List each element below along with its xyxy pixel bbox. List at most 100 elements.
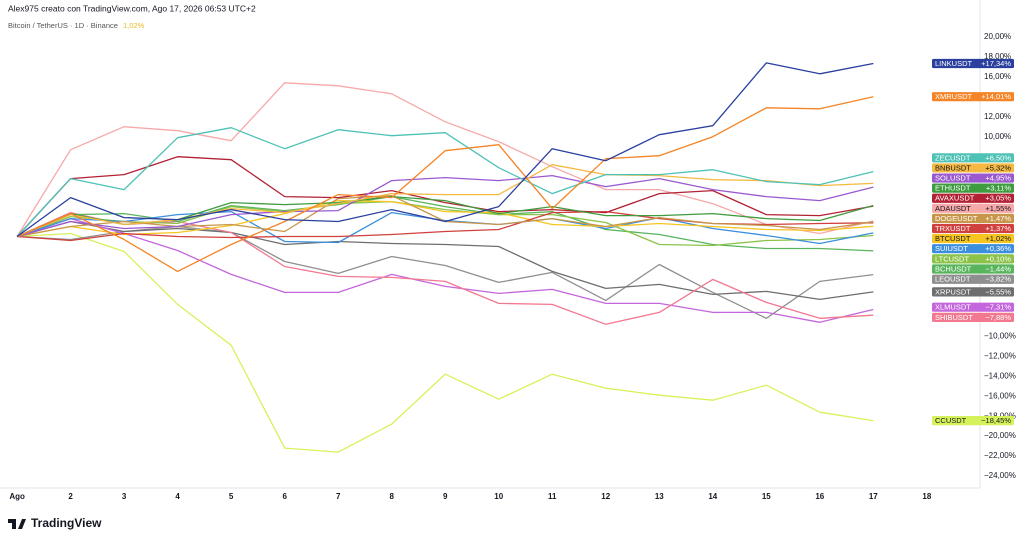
badge-bg — [932, 203, 1014, 213]
badge-name: BTCUSDT — [935, 234, 971, 243]
y-tick-label: 18,00% — [984, 52, 1011, 61]
series-line — [16, 200, 874, 247]
badge-bg — [932, 274, 1014, 284]
y-tick-label: −24,00% — [984, 471, 1016, 480]
price-badge: BNBUSDT +5,32% — [932, 163, 1014, 173]
badge-value: −3,82% — [985, 275, 1011, 284]
price-badge: XLMUSDT −7,31% — [932, 302, 1014, 312]
badge-bg — [932, 213, 1014, 223]
y-tick-label: −14,00% — [984, 371, 1016, 380]
series-line — [17, 232, 874, 453]
brand: TradingView — [31, 516, 102, 530]
badge-name: XMRUSDT — [935, 92, 973, 101]
badge-value: +1,47% — [985, 214, 1011, 223]
y-tick-label: −18,00% — [984, 411, 1016, 420]
series-line — [17, 225, 874, 319]
x-tick-label: 13 — [655, 492, 664, 501]
badge-value: +0,36% — [985, 244, 1011, 253]
badge-bg — [932, 312, 1014, 323]
badge-bg — [932, 92, 1014, 102]
x-tick-label: 2 — [68, 492, 73, 501]
badge-value: +1,02% — [985, 234, 1011, 243]
badge-bg — [932, 264, 1014, 274]
badge-value: −1,44% — [985, 265, 1011, 274]
series-line — [16, 174, 874, 238]
price-badge: TRXUSDT +1,37% — [932, 223, 1014, 234]
price-badge: XRPUSDT −5,55% — [932, 287, 1014, 297]
series-line — [16, 210, 874, 245]
badge-value: +17,34% — [981, 59, 1011, 68]
badge-name: LEOUSDT — [935, 275, 971, 284]
x-tick-label: 10 — [494, 492, 503, 501]
badge-value: −18,45% — [981, 416, 1011, 425]
x-tick-label: 16 — [815, 492, 824, 501]
x-tick-label: 18 — [922, 492, 931, 501]
price-badge: LTCUSDT +0,10% — [932, 254, 1014, 264]
price-badge: DOGEUSDT +1,47% — [932, 213, 1014, 223]
badge-name: BCHUSDT — [935, 265, 972, 274]
badge-name: XRPUSDT — [935, 287, 971, 296]
y-tick-label: 12,00% — [984, 112, 1011, 121]
price-badge: CCUSDT −18,45% — [932, 416, 1014, 426]
badge-bg — [932, 58, 1014, 69]
badge-name: TRXUSDT — [935, 224, 971, 233]
badge-value: −7,88% — [985, 313, 1011, 322]
badge-bg — [932, 223, 1014, 234]
price-badge: SOLUSDT +4,95% — [932, 173, 1014, 183]
badge-bg — [932, 233, 1014, 244]
badge-bg — [932, 244, 1014, 254]
price-badge: SHIBUSDT −7,88% — [932, 312, 1014, 323]
badge-value: −5,55% — [985, 287, 1011, 296]
x-tick-label: 11 — [548, 492, 557, 501]
credit: Alex975 creato con TradingView.com, Ago … — [8, 3, 256, 13]
badge-name: SUIUSDT — [935, 244, 968, 253]
badge-name: ADAUSDT — [935, 204, 971, 213]
y-tick-label: −22,00% — [984, 451, 1016, 460]
badge-bg — [932, 254, 1014, 264]
x-tick-label: 5 — [229, 492, 234, 501]
badge-value: +6,50% — [985, 153, 1011, 162]
badge-name: SHIBUSDT — [935, 313, 973, 322]
badge-name: XLMUSDT — [935, 303, 971, 312]
series-line — [16, 127, 874, 237]
x-tick-label: 7 — [336, 492, 341, 501]
x-tick-label: Ago — [9, 492, 25, 501]
price-badge: ADAUSDT +1,55% — [932, 203, 1014, 213]
series-line — [16, 82, 874, 237]
badge-bg — [932, 416, 1014, 426]
badge-name: SOLUSDT — [935, 174, 971, 183]
badge-bg — [932, 173, 1014, 183]
y-tick-label: −16,00% — [984, 391, 1016, 400]
badge-name: ZECUSDT — [935, 153, 971, 162]
badge-bg — [932, 183, 1014, 193]
badge-value: +4,95% — [985, 174, 1011, 183]
price-badge: XMRUSDT +14,01% — [932, 92, 1014, 102]
badge-name: CCUSDT — [935, 416, 967, 425]
x-tick-label: 17 — [869, 492, 878, 501]
symbol: Bitcoin / TetherUS · 1D · Binance — [8, 21, 118, 30]
price-badge: LEOUSDT −3,82% — [932, 274, 1014, 284]
badge-value: +5,32% — [985, 163, 1011, 172]
series-line — [16, 217, 874, 323]
x-tick-label: 8 — [389, 492, 394, 501]
brand-logo — [8, 519, 26, 529]
x-tick-label: 15 — [762, 492, 771, 501]
y-tick-label: 20,00% — [984, 32, 1011, 41]
badge-name: ETHUSDT — [935, 184, 971, 193]
price-badge: ETHUSDT +3,11% — [932, 183, 1014, 193]
badge-name: DOGEUSDT — [935, 214, 978, 223]
series-line — [16, 96, 874, 273]
badge-bg — [932, 163, 1014, 173]
badge-name: LTCUSDT — [935, 254, 969, 263]
x-tick-label: 14 — [708, 492, 717, 501]
series-line — [16, 62, 874, 238]
badge-value: +3,11% — [986, 184, 1011, 193]
badge-name: LINKUSDT — [935, 59, 973, 68]
x-tick-label: 12 — [601, 492, 610, 501]
badge-bg — [932, 287, 1014, 297]
x-tick-label: 9 — [443, 492, 448, 501]
price-badge: BTCUSDT +1,02% — [932, 233, 1014, 244]
badge-value: +3,05% — [985, 194, 1011, 203]
badge-bg — [932, 193, 1014, 203]
